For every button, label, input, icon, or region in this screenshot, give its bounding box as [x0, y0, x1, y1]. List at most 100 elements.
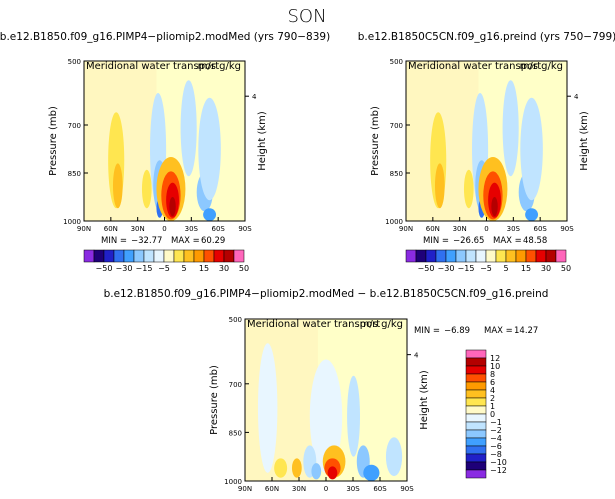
- y-tick-label: 700: [390, 122, 403, 130]
- x-tick-label: 60S: [373, 485, 387, 493]
- colorbar-swatch: [203, 249, 215, 263]
- colorbar-swatch: [465, 397, 487, 407]
- colorbar-swatch: [475, 249, 487, 263]
- colorbar-label: 50: [239, 264, 249, 273]
- colorbar-label: 15: [199, 264, 209, 273]
- contour-region: [525, 208, 539, 222]
- x-tick-label: 30S: [185, 225, 199, 233]
- colorbar-swatch: [555, 249, 567, 263]
- y-axis-label: Pressure (mb): [370, 106, 381, 176]
- colorbar-swatch: [465, 365, 487, 375]
- x-tick-label: 90N: [399, 225, 413, 233]
- colorbar-swatch: [465, 357, 487, 367]
- y-tick-label: 850: [229, 429, 242, 437]
- colorbar-swatch: [193, 249, 205, 263]
- panel-title: b.e12.B1850.f09_g16.PIMP4−pliomip2.modMe…: [0, 31, 330, 43]
- colorbar-swatch: [465, 453, 487, 463]
- x-tick-label: 0: [324, 485, 328, 493]
- panel-units: m/s g/kg: [198, 61, 241, 72]
- colorbar-label: 8: [490, 370, 495, 379]
- panel-subtitle: Meridional water transport: [86, 61, 219, 72]
- x-tick-label: 0: [162, 225, 166, 233]
- y-axis-label: Pressure (mb): [209, 365, 220, 435]
- colorbar-swatch: [223, 249, 235, 263]
- colorbar-label: 15: [521, 264, 531, 273]
- colorbar-swatch: [83, 249, 95, 263]
- x-tick-label: 60N: [426, 225, 440, 233]
- y-tick-label: 1000: [63, 218, 81, 226]
- y-tick-label: 700: [68, 122, 81, 130]
- panel-subtitle: Meridional water transport: [408, 61, 541, 72]
- y2-tick-label: 4: [574, 93, 579, 101]
- x-tick-label: 60N: [265, 485, 279, 493]
- panel-units: m/s g/kg: [520, 61, 563, 72]
- colorbar-label: −50: [418, 264, 435, 273]
- contour-region: [274, 458, 288, 478]
- y-tick-label: 700: [229, 381, 242, 389]
- colorbar-label: 4: [490, 386, 495, 395]
- panels-group: b.e12.B1850.f09_g16.PIMP4−pliomip2.modMe…: [0, 31, 615, 493]
- contour-region: [347, 375, 361, 457]
- colorbar-swatch: [415, 249, 427, 263]
- stat-max-label: MAX =: [484, 326, 513, 336]
- y2-axis-label: Height (km): [257, 111, 268, 171]
- y-axis-label: Pressure (mb): [48, 106, 59, 176]
- colorbar-swatch: [465, 429, 487, 439]
- colorbar-swatch: [113, 249, 125, 263]
- x-tick-label: 90S: [400, 485, 414, 493]
- colorbar-swatch: [143, 249, 155, 263]
- colorbar-swatch: [133, 249, 145, 263]
- x-tick-label: 90S: [238, 225, 252, 233]
- y-tick-label: 1000: [385, 218, 403, 226]
- colorbar-label: −30: [116, 264, 133, 273]
- x-tick-label: 90N: [77, 225, 91, 233]
- colorbar-swatch: [515, 249, 527, 263]
- colorbar-top-2: −50 −30 −15 −5 5 15 30 50: [405, 249, 571, 273]
- colorbar-label: 30: [541, 264, 551, 273]
- colorbar-swatch: [405, 249, 417, 263]
- chart-panel-2: b.e12.B1850C5CN.f09_g16.preind (yrs 750−…: [358, 31, 615, 246]
- x-tick-label: 90S: [560, 225, 574, 233]
- y-tick-label: 850: [68, 170, 81, 178]
- colorbar-label: −15: [136, 264, 153, 273]
- stat-max-value: 14.27: [514, 326, 538, 336]
- x-tick-label: 60S: [211, 225, 225, 233]
- panel-title: b.e12.B1850.f09_g16.PIMP4−pliomip2.modMe…: [104, 288, 549, 300]
- x-tick-label: 30S: [507, 225, 521, 233]
- y-tick-label: 500: [68, 58, 81, 66]
- contour-region: [169, 197, 176, 217]
- colorbar-swatch: [465, 469, 487, 479]
- contour-region: [434, 163, 445, 209]
- contour-region: [141, 169, 152, 209]
- colorbar-swatch: [465, 373, 487, 383]
- y-tick-label: 1000: [224, 478, 242, 486]
- colorbar-label: 12: [490, 354, 500, 363]
- colorbar-swatch: [465, 437, 487, 447]
- chart-panel-3: b.e12.B1850.f09_g16.PIMP4−pliomip2.modMe…: [104, 288, 549, 493]
- colorbar-swatch: [465, 421, 487, 431]
- colorbar-label: −1: [490, 418, 502, 427]
- colorbar-label: 6: [490, 378, 495, 387]
- colorbar-swatch: [465, 349, 487, 359]
- stat-max-value: 48.58: [523, 236, 547, 246]
- colorbar-swatch: [435, 249, 447, 263]
- colorbar-swatch: [425, 249, 437, 263]
- contour-region: [198, 97, 221, 201]
- contour-region: [491, 197, 498, 217]
- colorbar-swatch: [465, 413, 487, 423]
- x-tick-label: 30S: [346, 485, 360, 493]
- colorbar-swatch: [485, 249, 497, 263]
- contour-region: [112, 163, 123, 209]
- contour-region: [257, 343, 278, 473]
- stat-min-label: MIN =: [101, 236, 127, 246]
- y-tick-label: 500: [390, 58, 403, 66]
- colorbar-swatch: [545, 249, 557, 263]
- colorbar-swatch: [213, 249, 225, 263]
- x-tick-label: 60S: [533, 225, 547, 233]
- stat-min-value: −26.65: [453, 236, 484, 246]
- colorbar-label: −10: [490, 458, 507, 467]
- figure-title: SON: [287, 6, 326, 27]
- colorbar-swatch: [233, 249, 245, 263]
- stat-max-label: MAX =: [493, 236, 522, 246]
